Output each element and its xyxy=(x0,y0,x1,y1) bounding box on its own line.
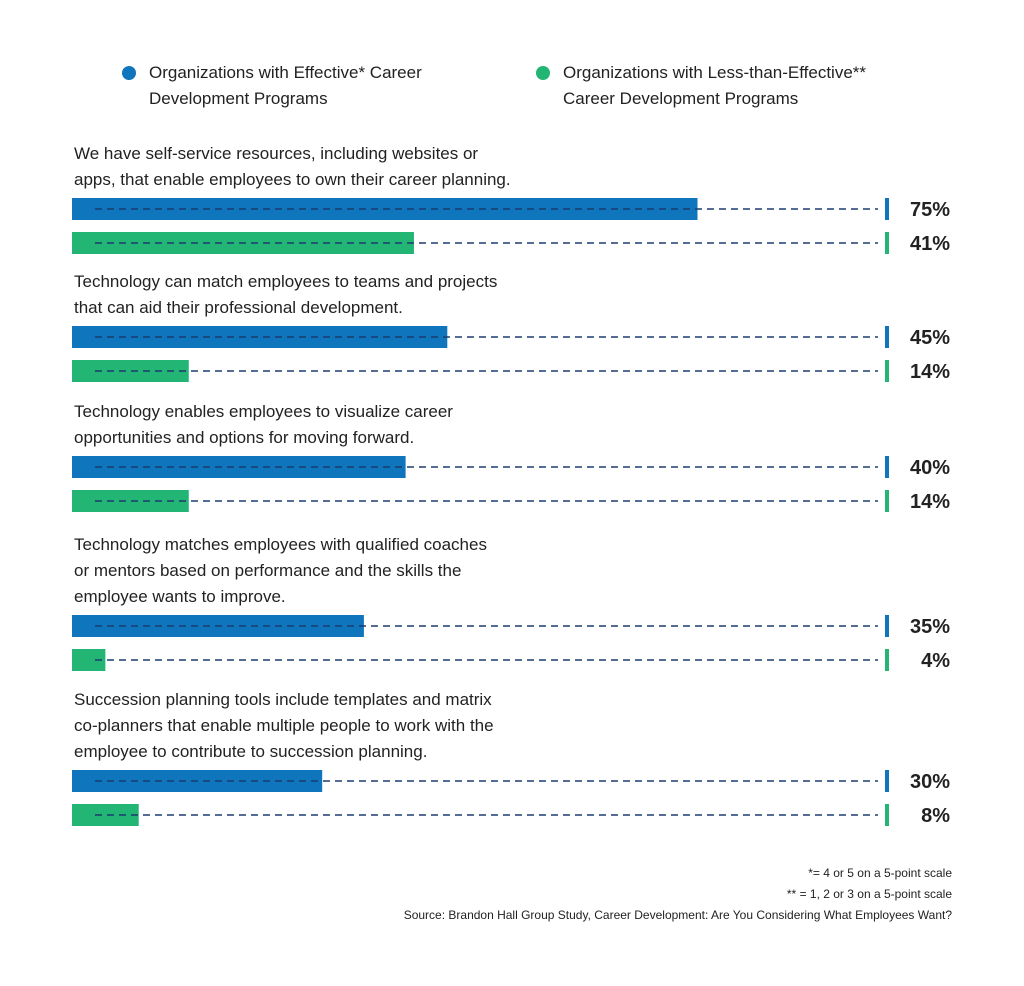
category-label: We have self-service resources, includin… xyxy=(74,144,511,189)
footnotes: *= 4 or 5 on a 5-point scale ** = 1, 2 o… xyxy=(404,863,952,926)
category-label: Technology matches employees with qualif… xyxy=(74,535,487,606)
end-tick-less-effective xyxy=(885,232,889,254)
bar-chart: We have self-service resources, includin… xyxy=(72,144,950,827)
data-label-effective: 75% xyxy=(910,199,950,221)
bar-less-effective xyxy=(72,649,106,671)
bar-less-effective xyxy=(72,804,139,826)
bar-effective xyxy=(72,456,406,478)
legend-swatch-less-effective xyxy=(536,66,550,80)
data-label-effective: 45% xyxy=(910,327,950,349)
legend-label-effective: Organizations with Effective* Career Dev… xyxy=(149,63,422,108)
end-tick-effective xyxy=(885,770,889,792)
data-label-less-effective: 14% xyxy=(910,361,950,383)
category-label: Technology can match employees to teams … xyxy=(74,272,497,317)
category-label: Succession planning tools include templa… xyxy=(74,690,494,761)
source-note: Source: Brandon Hall Group Study, Career… xyxy=(403,908,952,922)
bar-less-effective xyxy=(72,360,189,382)
footnote-effective: *= 4 or 5 on a 5-point scale xyxy=(808,866,952,880)
end-tick-less-effective xyxy=(885,360,889,382)
bar-effective xyxy=(72,326,448,348)
end-tick-effective xyxy=(885,456,889,478)
end-tick-effective xyxy=(885,615,889,637)
legend-label-less-effective: Organizations with Less-than-Effective**… xyxy=(563,63,867,108)
chart-legend: Organizations with Effective* Career Dev… xyxy=(122,60,982,120)
data-label-effective: 30% xyxy=(910,771,950,793)
data-label-less-effective: 4% xyxy=(921,650,950,672)
end-tick-less-effective xyxy=(885,649,889,671)
data-label-less-effective: 8% xyxy=(921,805,950,827)
data-label-less-effective: 14% xyxy=(910,491,950,513)
data-label-less-effective: 41% xyxy=(910,233,950,255)
legend-swatch-effective xyxy=(122,66,136,80)
end-tick-effective xyxy=(885,326,889,348)
category-label: Technology enables employees to visualiz… xyxy=(74,402,453,447)
data-label-effective: 35% xyxy=(910,616,950,638)
end-tick-effective xyxy=(885,198,889,220)
bar-less-effective xyxy=(72,490,189,512)
data-label-effective: 40% xyxy=(910,457,950,479)
footnote-less-effective: ** = 1, 2 or 3 on a 5-point scale xyxy=(786,887,952,901)
end-tick-less-effective xyxy=(885,804,889,826)
end-tick-less-effective xyxy=(885,490,889,512)
